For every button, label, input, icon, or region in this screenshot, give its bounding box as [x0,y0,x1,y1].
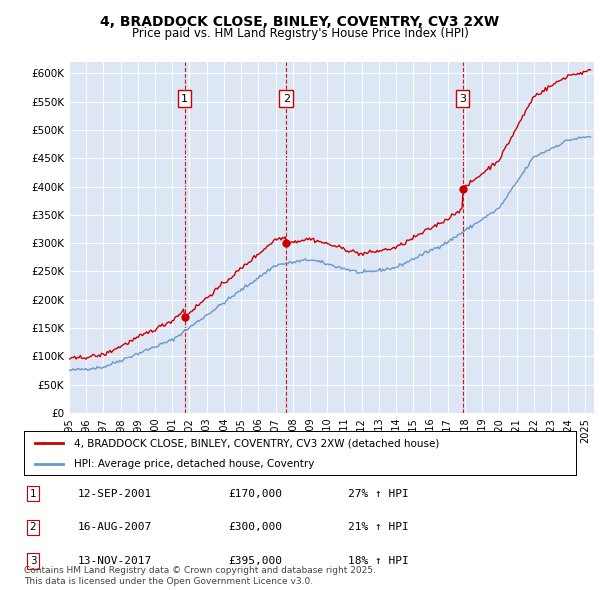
Text: 2: 2 [283,94,290,104]
Text: 4, BRADDOCK CLOSE, BINLEY, COVENTRY, CV3 2XW (detached house): 4, BRADDOCK CLOSE, BINLEY, COVENTRY, CV3… [74,438,439,448]
Text: 21% ↑ HPI: 21% ↑ HPI [348,523,409,532]
Text: 27% ↑ HPI: 27% ↑ HPI [348,489,409,499]
Text: Price paid vs. HM Land Registry's House Price Index (HPI): Price paid vs. HM Land Registry's House … [131,27,469,40]
Text: £170,000: £170,000 [228,489,282,499]
Text: £300,000: £300,000 [228,523,282,532]
Text: 18% ↑ HPI: 18% ↑ HPI [348,556,409,566]
Text: £395,000: £395,000 [228,556,282,566]
Text: 3: 3 [29,556,37,566]
Text: HPI: Average price, detached house, Coventry: HPI: Average price, detached house, Cove… [74,459,314,469]
Text: 3: 3 [459,94,466,104]
Text: 2: 2 [29,523,37,532]
Text: 16-AUG-2007: 16-AUG-2007 [78,523,152,532]
Text: Contains HM Land Registry data © Crown copyright and database right 2025.
This d: Contains HM Land Registry data © Crown c… [24,566,376,586]
Text: 1: 1 [181,94,188,104]
Text: 4, BRADDOCK CLOSE, BINLEY, COVENTRY, CV3 2XW: 4, BRADDOCK CLOSE, BINLEY, COVENTRY, CV3… [100,15,500,29]
Text: 12-SEP-2001: 12-SEP-2001 [78,489,152,499]
Text: 13-NOV-2017: 13-NOV-2017 [78,556,152,566]
Text: 1: 1 [29,489,37,499]
